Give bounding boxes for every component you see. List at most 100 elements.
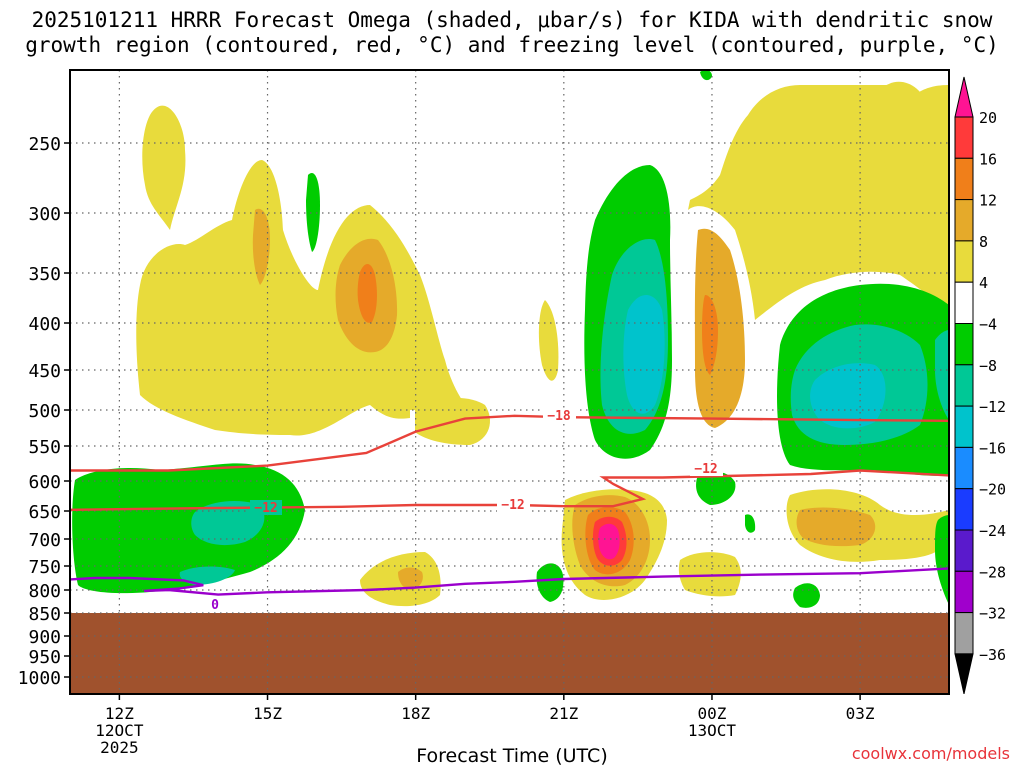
- colorbar: 20 16 12 8 4 −4 −8 −12 −16 −20 −24 −28 −32 −36: [954, 76, 1006, 695]
- colorbar-bottom-arrow: [954, 653, 974, 695]
- colorbar-label-3: 8: [979, 233, 988, 251]
- source-credit: coolwx.com/models: [851, 744, 1010, 763]
- colorbar-swatch-8: [954, 405, 974, 448]
- omega-fill-green-10: [935, 515, 949, 605]
- colorbar-swatch-2: [954, 157, 974, 201]
- y-tick-label-500: 500: [28, 401, 61, 422]
- colorbar-swatch-7: [954, 364, 974, 407]
- x-tick-label-00Z: 00Z: [698, 704, 727, 723]
- colorbar-label-6: −8: [979, 357, 997, 375]
- colorbar-label-4: 4: [979, 274, 988, 292]
- omega-fill-green-1: [306, 173, 320, 252]
- y-tick-label-250: 250: [28, 134, 61, 155]
- colorbar-label-9: −20: [979, 481, 1006, 499]
- chart-title-line2: growth region (contoured, red, °C) and f…: [25, 33, 999, 57]
- dgz-bottom-label-left: −12: [254, 501, 277, 516]
- y-tick-label-700: 700: [28, 530, 61, 551]
- colorbar-swatch-5: [954, 281, 974, 325]
- dgz-bottom-contour: [69, 469, 950, 511]
- omega-fill-yellow-2: [136, 160, 470, 436]
- colorbar-swatch-3: [954, 199, 974, 242]
- colorbar-swatch-11: [954, 529, 974, 572]
- omega-fill-yellow-6: [880, 81, 932, 192]
- colorbar-label-10: −24: [979, 522, 1006, 540]
- chart-title-line1: 2025101211 HRRR Forecast Omega (shaded, …: [31, 8, 993, 32]
- y-tick-label-350: 350: [28, 264, 61, 285]
- omega-fill-green-8: [745, 514, 756, 533]
- omega-fill-orange-2: [702, 295, 718, 375]
- omega-fill-green-9: [793, 583, 820, 608]
- dgz-bottom-label-right: −12: [694, 462, 717, 477]
- freezing-level-contour: [69, 567, 950, 596]
- colorbar-label-11: −28: [979, 563, 1006, 581]
- y-tick-label-950: 950: [28, 647, 61, 668]
- dgz-bottom-label-mid: −12: [501, 498, 524, 513]
- x-tick-date-12Z: 12OCT: [95, 721, 144, 740]
- omega-fill-gold-5: [796, 507, 876, 547]
- contours: [69, 414, 950, 596]
- omega-fill-yellow-1: [142, 105, 186, 230]
- colorbar-label-12: −32: [979, 605, 1006, 623]
- colorbar-swatch-12: [954, 570, 974, 614]
- colorbar-label-13: −36: [979, 646, 1006, 664]
- omega-fill-green-6: [696, 471, 736, 505]
- omega-fill-gold-1: [252, 208, 270, 285]
- omega-fill-cyan-1: [623, 295, 665, 414]
- colorbar-label-7: −12: [979, 398, 1006, 416]
- y-tick-label-650: 650: [28, 502, 61, 523]
- y-tick-label-450: 450: [28, 361, 61, 382]
- colorbar-label-1: 16: [979, 150, 997, 168]
- y-tick-label-750: 750: [28, 557, 61, 578]
- colorbar-label-2: 12: [979, 192, 997, 210]
- dgz-top-label: −18: [547, 409, 571, 424]
- x-tick-label-03Z: 03Z: [846, 704, 875, 723]
- x-tick-year-12Z: 2025: [100, 738, 139, 757]
- x-tick-label-18Z: 18Z: [401, 704, 430, 723]
- grid: [70, 70, 949, 694]
- dgz-top-contour: [70, 414, 950, 472]
- colorbar-swatch-10: [954, 488, 974, 531]
- y-tick-label-1000: 1000: [18, 668, 61, 689]
- colorbar-label-8: −16: [979, 439, 1006, 457]
- omega-fill-green-4: [700, 70, 712, 81]
- omega-fill-teal-5: [935, 330, 949, 420]
- colorbar-swatch-4: [954, 240, 974, 283]
- y-tick-label-600: 600: [28, 472, 61, 493]
- y-tick-label-850: 850: [28, 604, 61, 625]
- omega-fill-yellow-9: [678, 552, 741, 597]
- below-ground-mask: [70, 613, 949, 694]
- omega-fill-green-7: [536, 563, 564, 602]
- omega-fill-yellow-4: [538, 300, 559, 381]
- y-tick-label-550: 550: [28, 437, 61, 458]
- freezing-level-label: 0: [211, 598, 219, 613]
- y-tick-label-300: 300: [28, 204, 61, 225]
- omega-fill-pink-1: [598, 523, 620, 560]
- omega-fill-gold-6: [398, 567, 423, 590]
- x-tick-label-15Z: 15Z: [253, 704, 282, 723]
- x-tick-date-00Z: 13OCT: [688, 721, 737, 740]
- y-tick-label-800: 800: [28, 581, 61, 602]
- x-tick-label-12Z: 12Z: [105, 704, 134, 723]
- y-axis: 2503003504004505005506006507007508008509…: [18, 134, 70, 689]
- colorbar-label-0: 20: [979, 109, 997, 127]
- colorbar-top-arrow: [954, 76, 974, 118]
- colorbar-swatch-1: [954, 116, 974, 159]
- x-tick-label-21Z: 21Z: [549, 704, 578, 723]
- colorbar-label-5: −4: [979, 316, 997, 334]
- omega-fill-cyan-2: [810, 363, 886, 429]
- omega-shading: [70, 70, 949, 694]
- colorbar-swatch-6: [954, 323, 974, 366]
- y-tick-label-400: 400: [28, 314, 61, 335]
- y-tick-label-900: 900: [28, 627, 61, 648]
- omega-fill-orange-1: [357, 264, 377, 323]
- omega-fill-green-2: [72, 463, 305, 594]
- contour-labels: −18 −12 −12 −12 0: [209, 408, 723, 613]
- plot-frame: [69, 69, 950, 695]
- omega-fill-teal-1: [191, 500, 265, 546]
- colorbar-swatch-13: [954, 612, 974, 655]
- x-axis-title: Forecast Time (UTC): [416, 745, 608, 767]
- omega-fill-teal-2: [179, 566, 235, 585]
- colorbar-swatch-9: [954, 446, 974, 490]
